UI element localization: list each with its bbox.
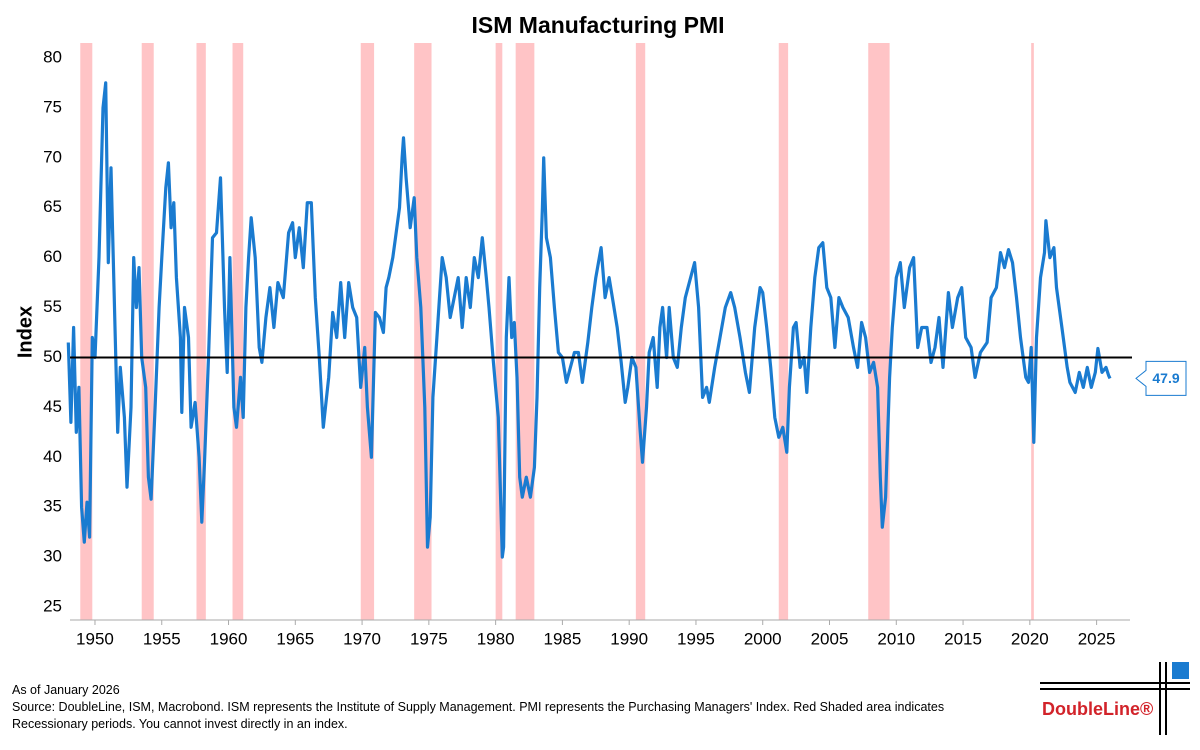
y-tick-label: 40	[43, 447, 62, 466]
x-tick-label: 1970	[343, 629, 381, 648]
x-tick-label: 1950	[76, 629, 114, 648]
x-tick-label: 1960	[210, 629, 248, 648]
y-axis-label: Index	[14, 306, 36, 358]
x-tick-label: 2010	[877, 629, 915, 648]
footnote: Source: DoubleLine, ISM, Macrobond. ISM …	[12, 700, 944, 714]
recession-band	[1031, 43, 1034, 620]
x-tick-label: 1985	[543, 629, 581, 648]
footnote: As of January 2026	[12, 683, 120, 697]
last-value-callout	[1135, 360, 1187, 396]
y-tick-label: 60	[43, 247, 62, 266]
y-tick-label: 25	[43, 597, 62, 616]
y-tick-label: 35	[43, 497, 62, 516]
pmi-line	[66, 81, 1112, 559]
x-tick-label: 1980	[477, 629, 515, 648]
logo-lines	[1040, 662, 1190, 735]
x-tick-label: 2005	[811, 629, 849, 648]
y-tick-label: 80	[43, 47, 62, 66]
footnote: Recessionary periods. You cannot invest …	[12, 717, 348, 731]
x-tick-label: 1965	[276, 629, 314, 648]
logo-text: DoubleLine®	[1042, 699, 1153, 719]
x-tick-label: 1975	[410, 629, 448, 648]
y-tick-label: 30	[43, 547, 62, 566]
last-value-label: 47.9	[1152, 370, 1179, 386]
chart-title: ISM Manufacturing PMI	[472, 12, 725, 38]
recession-band	[635, 43, 646, 620]
logo-square	[1172, 662, 1189, 679]
recession-band	[232, 43, 244, 620]
recession-band	[515, 43, 535, 620]
y-tick-label: 50	[43, 347, 62, 366]
y-tick-label: 70	[43, 147, 62, 166]
x-tick-label: 1990	[610, 629, 648, 648]
recession-band	[868, 43, 890, 620]
x-tick-label: 2020	[1011, 629, 1049, 648]
y-tick-label: 55	[43, 297, 62, 316]
recession-band	[360, 43, 375, 620]
y-tick-label: 65	[43, 197, 62, 216]
x-tick-label: 1955	[143, 629, 181, 648]
recession-band	[141, 43, 154, 620]
y-tick-label: 75	[43, 97, 62, 116]
recession-band	[196, 43, 206, 620]
x-tick-label: 2025	[1078, 629, 1116, 648]
x-tick-label: 2000	[744, 629, 782, 648]
recession-band	[778, 43, 789, 620]
x-tick-label: 1995	[677, 629, 715, 648]
recession-band	[495, 43, 503, 620]
x-tick-label: 2015	[944, 629, 982, 648]
y-tick-label: 45	[43, 397, 62, 416]
